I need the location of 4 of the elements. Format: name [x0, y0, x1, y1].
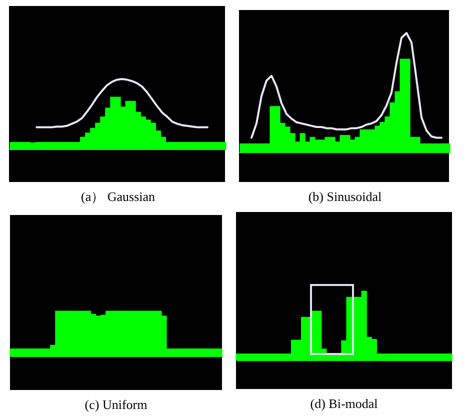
text: (d) Bi-modal — [310, 396, 378, 411]
text: (b) Sinusoidal — [308, 189, 382, 204]
text: (c) Uniform — [84, 397, 148, 412]
text: (a） Gaussian — [80, 189, 156, 204]
